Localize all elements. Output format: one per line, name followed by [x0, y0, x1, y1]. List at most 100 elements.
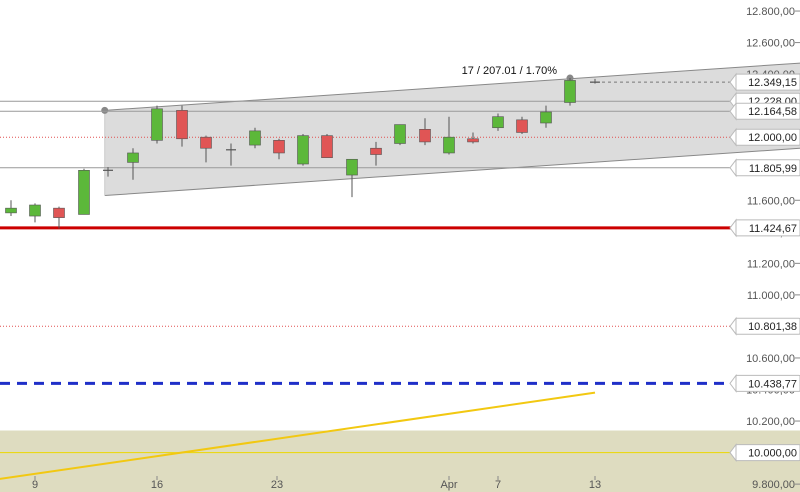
price-tag-label: 12.164,58	[748, 106, 797, 118]
y-tick-label: 12.600,00	[746, 38, 795, 50]
candle-body	[151, 108, 163, 141]
price-tags-layer: 12.349,1512.228,0012.164,5812.000,0011.8…	[729, 72, 800, 463]
candle-body	[78, 170, 90, 215]
candle-body	[394, 124, 406, 144]
candle	[516, 116, 528, 135]
candle	[540, 105, 552, 128]
x-tick-label: 23	[271, 479, 283, 491]
price-tag-label: 11.424,67	[749, 223, 797, 235]
price-tag-arrow	[729, 127, 737, 147]
candle	[200, 135, 212, 163]
x-tick-label: 7	[495, 479, 501, 491]
channel-annotation: 17 / 207.01 / 1.70%	[462, 65, 558, 77]
x-tick-label: Apr	[440, 479, 457, 491]
candle	[176, 105, 188, 147]
candle-body	[176, 110, 188, 140]
candle	[394, 124, 406, 146]
bottom-shaded-band	[0, 430, 800, 492]
candle-body	[273, 140, 285, 154]
price-tag: 11.424,67	[729, 218, 800, 238]
candle-body	[29, 204, 41, 217]
candle-body	[540, 111, 552, 124]
y-tick-label: 11.200,00	[747, 258, 795, 270]
candle	[151, 105, 163, 144]
price-tag-label: 10.801,38	[748, 321, 797, 333]
candle	[297, 134, 309, 166]
candle-body	[200, 136, 212, 149]
candle-body	[516, 119, 528, 133]
background-layer	[0, 430, 800, 492]
price-tag-arrow	[729, 158, 737, 178]
price-tag-label: 12.349,15	[748, 77, 797, 89]
candle	[492, 113, 504, 131]
price-tag-label: 10.438,77	[748, 378, 797, 390]
trendline	[0, 391, 596, 480]
candle-body	[297, 135, 309, 165]
price-tag: 10.801,38	[729, 316, 800, 336]
candle	[467, 132, 479, 144]
candle-body	[419, 129, 431, 143]
price-tag-arrow	[729, 218, 737, 238]
price-tag-arrow	[729, 443, 737, 463]
candles-layer	[5, 78, 600, 229]
x-tick-label: 9	[32, 479, 38, 491]
candle	[346, 158, 358, 198]
channel-upper-line	[104, 62, 800, 111]
price-tag-label: 11.805,99	[749, 163, 797, 175]
price-tag: 11.805,99	[729, 158, 800, 178]
candle-body	[467, 138, 479, 143]
candle	[370, 141, 382, 166]
candle	[53, 206, 65, 229]
candle-body	[249, 130, 261, 146]
price-tag-arrow	[729, 72, 737, 92]
candle	[321, 134, 333, 158]
price-tag-arrow	[729, 101, 737, 121]
candle-body	[346, 158, 358, 176]
candle-body	[492, 116, 504, 129]
x-axis: 9 16 23 Apr 7 13	[32, 476, 601, 491]
price-tag: 10.000,00	[729, 443, 800, 463]
candle-body	[5, 207, 17, 214]
candle-body	[564, 80, 576, 103]
price-levels-layer	[0, 81, 733, 454]
candle	[249, 127, 261, 149]
price-tag-arrow	[729, 316, 737, 336]
y-tick-label: 11.600,00	[747, 195, 795, 207]
price-tag-label: 10.000,00	[748, 448, 797, 460]
channel-lower-line	[104, 147, 800, 197]
channel-layer: 17 / 207.01 / 1.70%	[101, 62, 800, 197]
candle	[127, 148, 139, 180]
y-tick-label: 10.200,00	[746, 416, 795, 428]
trend-channel-fill	[104, 63, 800, 196]
candle	[273, 138, 285, 160]
trendline-layer	[0, 391, 596, 480]
candle	[419, 118, 431, 146]
candle-body	[321, 135, 333, 158]
x-tick-label: 16	[151, 479, 163, 491]
candle-body	[370, 147, 382, 155]
price-tag-label: 12.000,00	[748, 132, 797, 144]
candle	[590, 78, 600, 84]
price-tag-arrow	[729, 373, 737, 393]
y-tick-label: 11.000,00	[747, 290, 795, 302]
candle	[226, 143, 236, 166]
candle-body	[443, 136, 455, 154]
candle	[5, 200, 17, 217]
candle	[78, 168, 90, 215]
candle-body	[127, 152, 139, 163]
candle-body	[53, 207, 65, 218]
candle	[29, 203, 41, 223]
y-tick-label: 10.600,00	[746, 353, 795, 365]
candle	[443, 116, 455, 155]
price-tag: 12.000,00	[729, 127, 800, 147]
candle	[103, 167, 113, 177]
price-tag: 12.349,15	[729, 72, 800, 92]
candle	[564, 78, 576, 106]
y-tick-label: 9.800,00	[752, 479, 795, 491]
price-tag: 12.164,58	[729, 101, 800, 121]
channel-start-marker	[101, 106, 109, 114]
price-tag: 10.438,77	[729, 373, 800, 393]
y-tick-label: 12.800,00	[746, 6, 795, 18]
x-tick-label: 13	[589, 479, 601, 491]
